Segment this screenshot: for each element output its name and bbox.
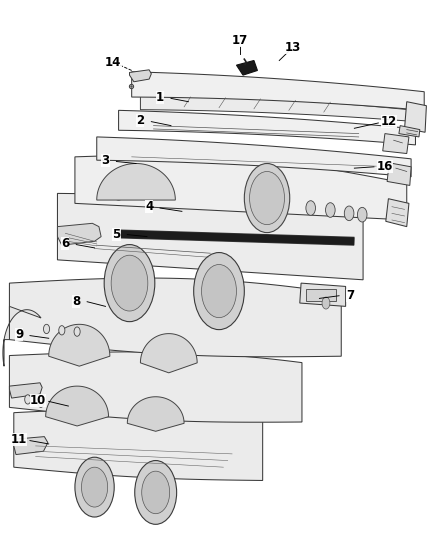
- Text: 11: 11: [11, 433, 27, 446]
- Circle shape: [357, 207, 367, 222]
- Text: 7: 7: [346, 289, 354, 302]
- Circle shape: [142, 471, 170, 514]
- Text: 12: 12: [381, 115, 397, 128]
- Polygon shape: [46, 386, 109, 426]
- Polygon shape: [141, 334, 197, 373]
- Text: 14: 14: [105, 56, 121, 69]
- Circle shape: [104, 245, 155, 321]
- Polygon shape: [405, 102, 426, 132]
- Polygon shape: [10, 278, 341, 357]
- Polygon shape: [57, 223, 101, 245]
- Circle shape: [135, 461, 177, 524]
- Text: 8: 8: [72, 295, 80, 308]
- Circle shape: [75, 457, 114, 517]
- Polygon shape: [75, 155, 407, 220]
- Polygon shape: [97, 137, 411, 177]
- Text: 10: 10: [30, 394, 46, 407]
- Polygon shape: [3, 306, 41, 366]
- Polygon shape: [10, 383, 42, 398]
- Polygon shape: [132, 72, 424, 110]
- Polygon shape: [97, 164, 175, 200]
- Text: 16: 16: [377, 160, 393, 173]
- Text: 9: 9: [15, 328, 23, 341]
- Polygon shape: [383, 134, 409, 154]
- Bar: [306, 289, 336, 301]
- Circle shape: [111, 255, 148, 311]
- Circle shape: [325, 203, 335, 217]
- Circle shape: [201, 264, 237, 318]
- Circle shape: [145, 177, 158, 198]
- Circle shape: [344, 206, 354, 221]
- Polygon shape: [141, 93, 416, 122]
- Circle shape: [43, 324, 49, 334]
- Text: 3: 3: [102, 154, 110, 167]
- Text: 13: 13: [284, 41, 300, 54]
- Polygon shape: [14, 437, 48, 455]
- Polygon shape: [57, 193, 363, 280]
- Circle shape: [59, 326, 65, 335]
- Text: 5: 5: [112, 228, 120, 241]
- Polygon shape: [49, 324, 110, 366]
- Polygon shape: [237, 61, 258, 75]
- Circle shape: [81, 467, 108, 507]
- Polygon shape: [14, 409, 263, 480]
- Circle shape: [306, 201, 315, 215]
- Polygon shape: [387, 163, 411, 185]
- Circle shape: [38, 398, 44, 407]
- Circle shape: [74, 327, 80, 336]
- Circle shape: [112, 179, 126, 200]
- Text: 1: 1: [156, 91, 164, 103]
- Text: 17: 17: [232, 34, 248, 47]
- Text: 4: 4: [145, 200, 153, 213]
- Circle shape: [250, 172, 285, 224]
- Circle shape: [25, 395, 31, 404]
- Polygon shape: [130, 70, 151, 82]
- Circle shape: [194, 253, 244, 329]
- Polygon shape: [399, 126, 420, 137]
- Polygon shape: [10, 352, 302, 422]
- Polygon shape: [127, 397, 184, 431]
- Polygon shape: [386, 199, 409, 227]
- Circle shape: [322, 297, 330, 309]
- Circle shape: [128, 177, 142, 199]
- Text: 6: 6: [61, 237, 70, 250]
- Polygon shape: [119, 110, 416, 145]
- Polygon shape: [300, 283, 346, 306]
- Text: 2: 2: [136, 114, 145, 127]
- Circle shape: [244, 164, 290, 232]
